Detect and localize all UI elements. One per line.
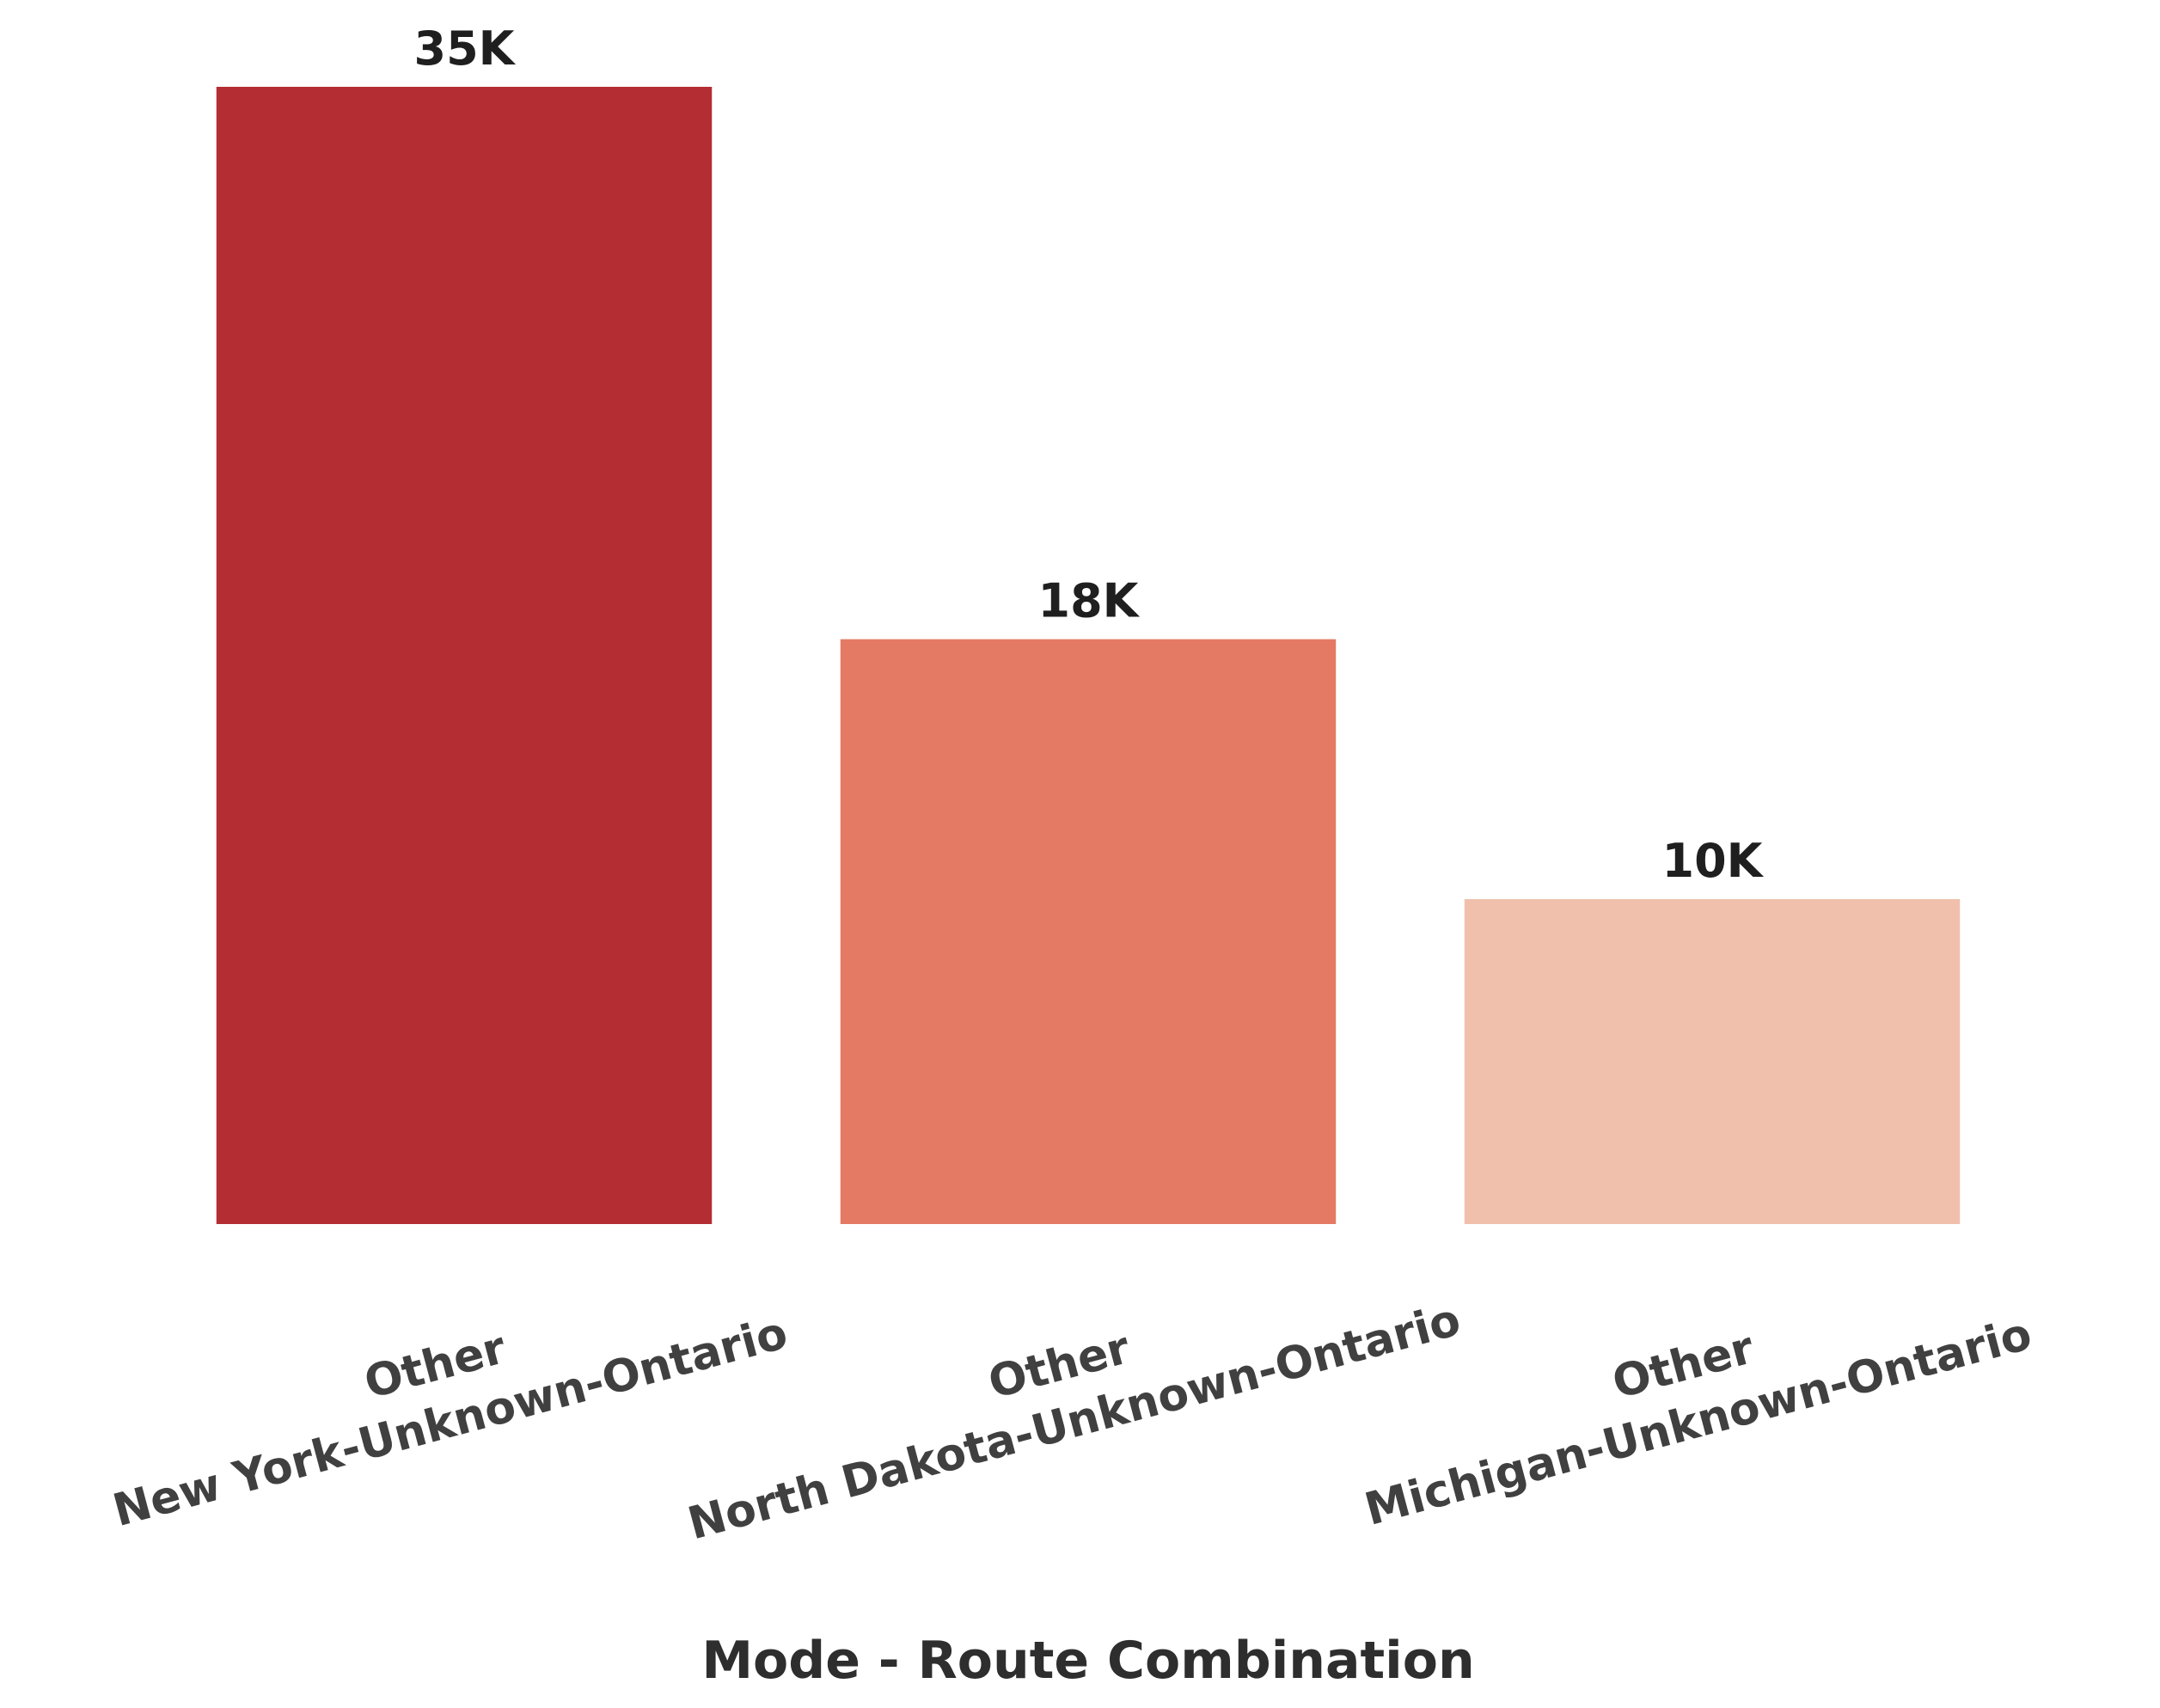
bar-value-label: 18K <box>1038 574 1141 628</box>
bars-layer <box>216 87 1961 1224</box>
bar <box>1464 899 1961 1224</box>
x-axis-label: Mode - Route Combination <box>701 1631 1474 1691</box>
bar-value-label: 10K <box>1662 834 1765 888</box>
value-labels-layer: 35K 18K 10K <box>414 21 1765 888</box>
bar <box>216 87 713 1224</box>
x-tick-labels-layer: OtherNew York-Unknown-Ontario OtherNorth … <box>93 1238 2036 1551</box>
x-tick-label: OtherNew York-Unknown-Ontario <box>93 1251 792 1537</box>
bar <box>840 639 1337 1224</box>
bar-value-label: 35K <box>414 21 517 76</box>
x-tick-label-line: North Dakota-Unknown-Ontario <box>682 1295 1465 1551</box>
x-tick-label: OtherNorth Dakota-Unknown-Ontario <box>668 1238 1466 1551</box>
